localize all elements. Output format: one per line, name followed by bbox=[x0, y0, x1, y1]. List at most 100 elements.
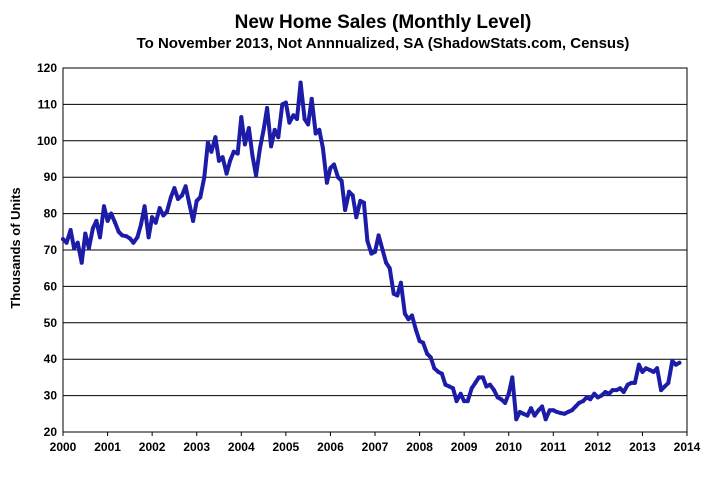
y-tick-label: 50 bbox=[44, 316, 58, 330]
data-point bbox=[291, 113, 296, 118]
data-point bbox=[391, 291, 396, 296]
data-point bbox=[298, 80, 303, 85]
data-point bbox=[458, 391, 463, 396]
data-point bbox=[228, 158, 233, 163]
data-point bbox=[287, 120, 292, 125]
data-point bbox=[302, 117, 307, 121]
data-point bbox=[261, 127, 266, 132]
data-point bbox=[324, 180, 329, 185]
data-point bbox=[109, 211, 114, 216]
data-point bbox=[632, 380, 637, 385]
data-point bbox=[254, 173, 258, 178]
data-point bbox=[432, 366, 437, 371]
data-point bbox=[339, 178, 344, 183]
data-point bbox=[153, 220, 158, 225]
data-point bbox=[220, 155, 225, 160]
data-point bbox=[217, 158, 221, 163]
data-point bbox=[83, 231, 88, 236]
data-point bbox=[105, 218, 110, 223]
data-point bbox=[536, 408, 541, 413]
data-point bbox=[242, 142, 247, 147]
data-point bbox=[347, 189, 352, 194]
data-point bbox=[495, 395, 500, 400]
data-point bbox=[480, 375, 485, 380]
data-point bbox=[503, 400, 508, 405]
data-point bbox=[607, 391, 611, 396]
data-point bbox=[421, 340, 426, 345]
data-point bbox=[484, 384, 489, 389]
data-point bbox=[369, 251, 374, 256]
data-point bbox=[618, 386, 623, 391]
data-points bbox=[61, 80, 682, 422]
y-tick-label: 40 bbox=[44, 352, 58, 366]
data-point bbox=[61, 237, 65, 242]
data-point bbox=[465, 399, 470, 404]
data-point bbox=[402, 311, 407, 316]
data-point bbox=[588, 397, 593, 402]
data-point bbox=[469, 386, 474, 391]
data-point bbox=[581, 399, 586, 404]
data-point bbox=[246, 126, 251, 131]
data-point bbox=[510, 375, 515, 380]
data-point bbox=[90, 226, 95, 231]
data-point bbox=[492, 388, 496, 393]
data-point bbox=[599, 393, 604, 398]
y-axis-label: Thousands of Units bbox=[8, 187, 23, 308]
x-tick-label: 2011 bbox=[540, 440, 566, 454]
data-point bbox=[395, 293, 400, 298]
data-point bbox=[662, 384, 667, 389]
data-point bbox=[514, 417, 519, 422]
data-point bbox=[625, 382, 630, 387]
data-point bbox=[428, 355, 433, 360]
data-point bbox=[551, 408, 556, 413]
data-point bbox=[86, 246, 91, 251]
data-point bbox=[610, 388, 615, 393]
data-point bbox=[648, 368, 652, 373]
data-point bbox=[447, 384, 452, 389]
data-point bbox=[209, 149, 214, 154]
data-point bbox=[139, 222, 143, 227]
data-point bbox=[328, 166, 333, 171]
data-point bbox=[161, 213, 166, 218]
data-point bbox=[640, 369, 645, 374]
x-tick-label: 2009 bbox=[451, 440, 478, 454]
x-tick-labels: 2000 2001 2002 2003 2004 2005 2006 2007 2008 2009… bbox=[50, 432, 701, 454]
data-point bbox=[425, 351, 430, 356]
data-point bbox=[406, 317, 411, 322]
data-point bbox=[584, 395, 589, 400]
data-point bbox=[380, 248, 385, 252]
data-point bbox=[127, 236, 132, 241]
data-point bbox=[473, 380, 478, 385]
data-point bbox=[239, 115, 244, 120]
data-point bbox=[659, 388, 664, 393]
data-point bbox=[488, 382, 492, 387]
data-point bbox=[570, 408, 574, 413]
data-point bbox=[102, 204, 106, 209]
data-point bbox=[142, 204, 147, 209]
data-point bbox=[120, 233, 125, 238]
data-point bbox=[150, 215, 155, 220]
data-point bbox=[361, 200, 366, 205]
data-point bbox=[135, 235, 140, 240]
data-point bbox=[525, 413, 530, 418]
data-point bbox=[651, 369, 656, 374]
data-point bbox=[64, 240, 69, 245]
data-point bbox=[417, 339, 422, 343]
data-point bbox=[365, 238, 370, 243]
data-point bbox=[168, 195, 173, 200]
y-tick-label: 60 bbox=[44, 279, 58, 293]
data-point bbox=[75, 240, 80, 245]
data-point bbox=[595, 395, 600, 400]
data-point bbox=[566, 410, 570, 414]
data-point bbox=[350, 193, 355, 198]
y-tick-label: 110 bbox=[38, 97, 58, 111]
data-point bbox=[336, 175, 340, 180]
data-point bbox=[454, 399, 459, 404]
data-point bbox=[191, 218, 196, 223]
data-point bbox=[116, 229, 121, 234]
data-point bbox=[276, 135, 281, 140]
data-point bbox=[517, 410, 522, 414]
y-tick-label: 90 bbox=[44, 170, 58, 184]
data-point bbox=[224, 171, 229, 176]
